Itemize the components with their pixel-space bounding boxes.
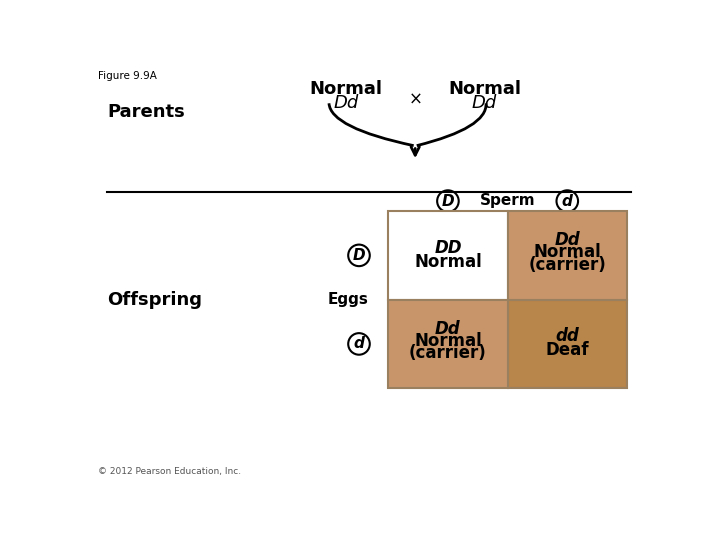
Text: DD: DD xyxy=(434,239,462,256)
Text: Normal: Normal xyxy=(534,244,601,261)
Text: ×: × xyxy=(408,91,422,109)
Text: Sperm: Sperm xyxy=(480,193,536,208)
Text: Offspring: Offspring xyxy=(107,291,202,309)
Text: Dd: Dd xyxy=(472,94,497,112)
Text: D: D xyxy=(353,248,365,263)
Text: Normal: Normal xyxy=(448,80,521,98)
Text: (carrier): (carrier) xyxy=(409,344,487,362)
Text: (carrier): (carrier) xyxy=(528,255,606,274)
Text: Normal: Normal xyxy=(310,80,382,98)
Text: dd: dd xyxy=(555,327,579,345)
Text: Dd: Dd xyxy=(554,231,580,249)
Text: Dd: Dd xyxy=(333,94,359,112)
Text: Deaf: Deaf xyxy=(546,341,589,359)
Text: d: d xyxy=(562,194,572,208)
Text: D: D xyxy=(441,194,454,208)
Text: Parents: Parents xyxy=(107,103,185,122)
Text: Eggs: Eggs xyxy=(328,292,369,307)
Text: Dd: Dd xyxy=(435,320,461,338)
Text: © 2012 Pearson Education, Inc.: © 2012 Pearson Education, Inc. xyxy=(98,467,241,476)
Text: Figure 9.9A: Figure 9.9A xyxy=(98,71,157,81)
Text: Normal: Normal xyxy=(414,332,482,350)
Bar xyxy=(388,211,508,300)
Bar xyxy=(508,300,627,388)
Text: d: d xyxy=(354,336,364,352)
Bar xyxy=(388,300,508,388)
Text: Normal: Normal xyxy=(414,253,482,271)
Bar xyxy=(508,211,627,300)
